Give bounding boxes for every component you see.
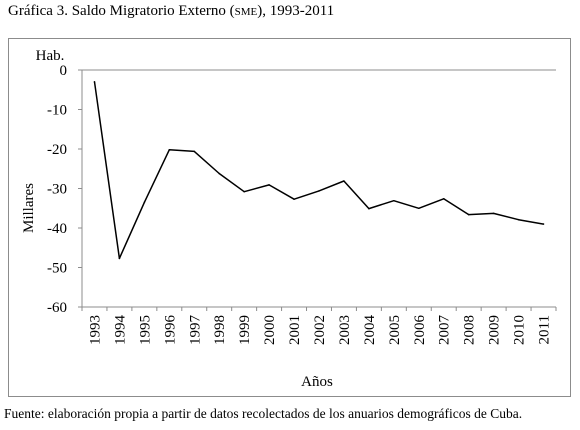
data-point: [243, 190, 245, 193]
chart-title: Gráfica 3. Saldo Migratorio Externo (SME…: [8, 3, 334, 20]
x-tick-label: 1996: [162, 315, 178, 346]
y-unit-label: Hab.: [36, 48, 65, 64]
x-axis-label: Años: [301, 374, 333, 390]
data-point: [368, 207, 370, 210]
x-tick-label: 2008: [462, 315, 478, 345]
y-tick-label: -40: [47, 221, 67, 237]
data-point: [193, 150, 196, 153]
x-tick-label: 1997: [187, 315, 203, 346]
data-point: [143, 201, 146, 204]
title-prefix: Gráfica 3. Saldo Migratorio Externo (: [8, 3, 235, 19]
x-tick-label: 2007: [437, 315, 453, 346]
x-tick-labels: 1993 1994 1995 1996 1997 1998 1999 2000 2001 2002…: [81, 307, 557, 346]
x-tick-label: 2003: [337, 315, 353, 345]
x-tick-label: 2006: [412, 315, 428, 346]
y-tick-label: -50: [47, 261, 67, 277]
x-tick-label: 2010: [512, 315, 528, 345]
data-point: [542, 223, 545, 225]
data-point: [492, 212, 495, 215]
y-tick-label: -60: [47, 300, 67, 316]
title-suffix: ), 1993-2011: [257, 3, 335, 19]
data-point: [218, 172, 221, 175]
y-tick-label: -10: [47, 103, 67, 119]
x-tick-label: 1998: [212, 315, 228, 345]
x-tick-label: 2000: [262, 315, 278, 345]
x-tick-label: 2011: [537, 315, 553, 344]
x-tick-label: 2002: [312, 315, 328, 345]
y-tick-label: -30: [47, 182, 67, 198]
y-axis-label: Millares: [21, 183, 37, 233]
data-point: [318, 190, 320, 192]
x-tick-label: 1995: [137, 315, 153, 345]
data-point: [268, 184, 270, 186]
x-tick-label: 2009: [487, 315, 503, 345]
source-note: Fuente: elaboración propia a partir de d…: [4, 406, 523, 421]
x-tick-label: 1993: [87, 315, 103, 345]
axes: [81, 70, 556, 308]
data-point: [118, 257, 121, 260]
x-tick-label: 2005: [387, 315, 403, 345]
data-point: [343, 180, 345, 182]
y-tick-labels: 0 -10 -20 -30 -40 -50 -60: [47, 63, 82, 316]
data-point: [467, 213, 470, 216]
data-point: [168, 148, 171, 151]
data-point: [393, 199, 395, 202]
chart-frame: [8, 38, 571, 397]
data-series: [93, 81, 545, 260]
x-tick-label: 2004: [362, 315, 378, 346]
x-tick-label: 2001: [287, 315, 303, 345]
series-line: [93, 81, 544, 260]
y-tick-label: 0: [60, 63, 68, 79]
title-abbr: SME: [234, 3, 258, 19]
x-tick-label: 1999: [237, 315, 253, 345]
data-point: [442, 197, 445, 200]
y-tick-label: -20: [47, 142, 67, 158]
data-point: [93, 81, 96, 83]
data-point: [417, 207, 420, 210]
data-point: [517, 218, 520, 221]
data-point: [293, 198, 295, 200]
x-tick-label: 1994: [112, 315, 128, 346]
